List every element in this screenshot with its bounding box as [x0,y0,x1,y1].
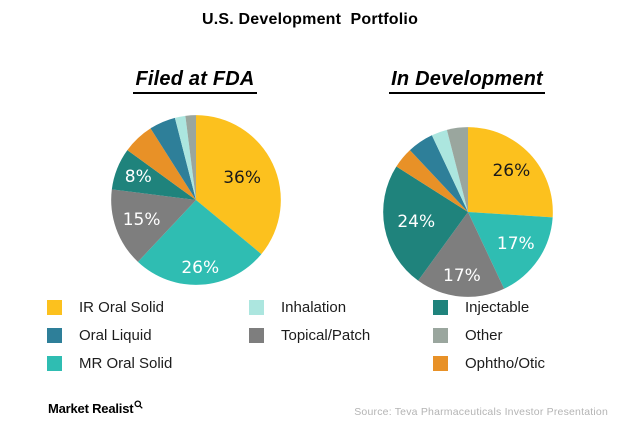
legend-column-2: Inhalation Topical/Patch [249,299,370,355]
legend-label-mr-oral-solid: MR Oral Solid [79,354,173,372]
pie-slice-other [185,115,196,200]
legend-label-other: Other [465,326,503,344]
pie-slice-oral-liquid [409,135,468,212]
legend-swatch-topical-patch [249,327,264,343]
legend-item-mr-oral-solid: MR Oral Solid [47,354,173,372]
legend-swatch-ophtho-otic [433,355,448,371]
heading-in-development: In Development [357,68,577,94]
legend-swatch-injectable [433,299,448,315]
legend-item-ir-oral-solid: IR Oral Solid [47,298,172,316]
pie-slice-injectable [111,150,196,200]
pie-value-label-mr-oral-solid: 26% [181,257,220,278]
legend-swatch-inhalation [249,299,264,315]
pie-slice-topical-patch [418,212,505,297]
legend-column-1: IR Oral Solid Oral Liquid MR Oral Solid [47,299,172,383]
legend-swatch-other [433,327,448,343]
source-attribution: Source: Teva Pharmaceuticals Investor Pr… [354,406,608,418]
heading-filed-at-fda: Filed at FDA [85,68,305,94]
page-title: U.S. Development Portfolio [201,11,419,28]
pie-slice-ophtho-otic [127,128,196,200]
legend-label-topical-patch: Topical/Patch [281,326,371,344]
pie-in-development: 26% 17% 17% 24% [383,127,553,297]
pie-slice-topical-patch [111,189,196,262]
legend-swatch-ir-oral-solid [47,299,62,315]
pie-value-label-injectable: 8% [124,167,152,188]
legend-label-inhalation: Inhalation [281,298,347,316]
legend-item-injectable: Injectable [433,298,545,316]
pie-svg [111,115,281,285]
pie-value-label-mr-oral-solid: 17% [496,234,535,255]
pie-value-label-ir-oral-solid: 36% [223,168,262,189]
legend-item-topical-patch: Topical/Patch [249,326,371,344]
legend-swatch-oral-liquid [47,327,62,343]
pie-value-label-injectable: 24% [397,211,436,232]
pie-slice-mr-oral-solid [468,212,553,289]
pie-slice-ir-oral-solid [196,115,281,255]
legend-label-ophtho-otic: Ophtho/Otic [465,354,546,372]
legend-label-ir-oral-solid: IR Oral Solid [79,298,165,316]
pie-value-label-topical-patch: 15% [122,209,161,230]
legend-item-ophtho-otic: Ophtho/Otic [433,354,546,372]
legend-column-3: Injectable Other Ophtho/Otic [433,299,545,383]
pie-slice-inhalation [174,115,196,200]
brand-text: Market Realist [48,401,134,416]
pie-slice-inhalation [431,129,468,212]
pie-slice-other [446,127,468,212]
pie-slice-ir-oral-solid [468,127,553,218]
pie-value-label-ir-oral-solid: 26% [492,161,531,182]
legend-item-other: Other [433,326,545,344]
legend-item-inhalation: Inhalation [249,298,370,316]
pie-slice-oral-liquid [150,117,196,200]
pie-value-label-topical-patch: 17% [443,266,481,287]
legend-label-injectable: Injectable [465,298,530,316]
market-realist-logo: Market Realist [48,400,144,416]
magnifier-icon [134,400,144,409]
pie-slice-mr-oral-solid [137,200,262,285]
pie-svg [383,127,553,297]
pie-filed-at-fda: 36% 26% 15% 8% [111,115,281,285]
pie-slice-injectable [383,166,468,281]
legend-swatch-mr-oral-solid [47,355,62,371]
pie-slice-ophtho-otic [396,150,468,212]
legend-item-oral-liquid: Oral Liquid [47,326,172,344]
legend-label-oral-liquid: Oral Liquid [79,326,152,344]
